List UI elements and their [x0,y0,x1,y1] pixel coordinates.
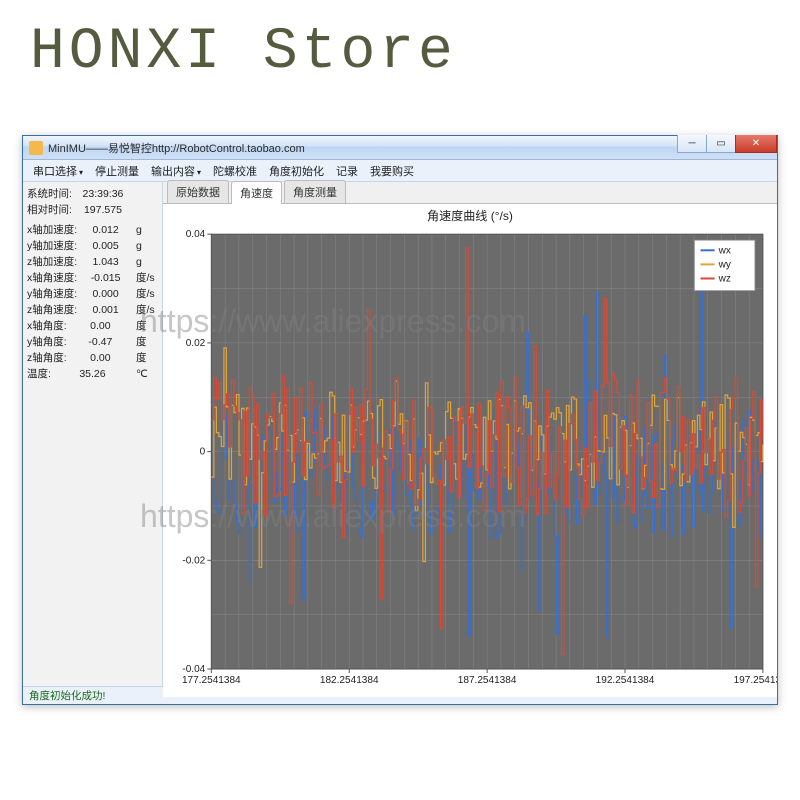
sidebar-value: 35.26 [79,366,105,382]
svg-text:角速度曲线 (°/s): 角速度曲线 (°/s) [427,208,513,223]
sidebar-unit [134,186,158,202]
menu-item[interactable]: 记录 [332,161,362,181]
svg-text:wz: wz [718,274,731,285]
sidebar-value: 23:39:36 [83,186,124,202]
svg-text:182.2541384: 182.2541384 [320,675,379,686]
svg-text:192.2541384: 192.2541384 [596,675,655,686]
sidebar-value: 0.00 [90,318,110,334]
dropdown-arrow-icon: ▾ [197,168,201,177]
sidebar-value: -0.47 [88,334,112,350]
sidebar-value: 0.000 [92,286,118,302]
sidebar-row: y轴角速度: 0.000 度/s [27,286,158,302]
sidebar-label: x轴加速度: [27,222,77,238]
sidebar-value: 1.043 [92,254,118,270]
svg-text:0: 0 [200,447,206,458]
sidebar-row: x轴加速度: 0.012 g [27,222,158,238]
svg-text:-0.02: -0.02 [182,555,205,566]
titlebar[interactable]: MinIMU——易悦智控http://RobotControl.taobao.c… [23,136,777,160]
status-text: 角度初始化成功! [29,690,105,702]
svg-text:0.04: 0.04 [186,229,206,240]
window-controls: ─ ▭ ✕ [678,135,777,153]
sidebar-row: y轴角度: -0.47 度 [27,334,158,350]
sidebar-label: y轴角度: [27,334,67,350]
sidebar-unit [134,202,158,218]
sidebar-row: z轴角度: 0.00 度 [27,350,158,366]
close-button[interactable]: ✕ [735,135,777,153]
tab-strip: 原始数据角速度角度测量 [163,182,777,204]
menu-item[interactable]: 我要购买 [366,161,418,181]
svg-text:197.2541384: 197.2541384 [734,675,777,686]
menu-item[interactable]: 角度初始化 [265,161,328,181]
content-area: 系统时间:23:39:36相对时间:197.575x轴加速度:0.012gy轴加… [23,182,777,686]
sidebar-value: -0.015 [91,270,121,286]
minimize-button[interactable]: ─ [677,135,707,153]
tab[interactable]: 原始数据 [167,180,229,203]
sidebar-label: x轴角度: [27,318,67,334]
dropdown-arrow-icon: ▾ [79,168,83,177]
sidebar-unit: 度 [134,318,158,334]
svg-text:177.2541384: 177.2541384 [182,675,241,686]
menubar: 串口选择▾停止测量输出内容▾陀螺校准角度初始化记录我要购买 [23,160,777,182]
menu-item[interactable]: 输出内容▾ [147,161,205,181]
svg-text:0.02: 0.02 [186,338,206,349]
sidebar-label: x轴角速度: [27,270,77,286]
sidebar-row: z轴加速度: 1.043 g [27,254,158,270]
sidebar-unit: 度/s [134,302,158,318]
sidebar-unit: 度/s [134,270,158,286]
watermark-store: HONXI Store [30,20,457,85]
app-icon [29,141,43,155]
sidebar-value: 0.005 [92,238,118,254]
sidebar-row: 系统时间: 23:39:36 [27,186,158,202]
maximize-button[interactable]: ▭ [706,135,736,153]
sidebar-row: y轴加速度: 0.005 g [27,238,158,254]
sidebar-unit: g [134,222,158,238]
sidebar-label: 相对时间: [27,202,72,218]
menu-item[interactable]: 陀螺校准 [209,161,261,181]
sidebar-unit: ℃ [134,366,158,382]
svg-text:wy: wy [718,259,731,270]
menu-item[interactable]: 串口选择▾ [29,161,87,181]
svg-text:-0.04: -0.04 [182,664,205,675]
sidebar-label: z轴角速度: [27,302,77,318]
sidebar-row: x轴角度: 0.00 度 [27,318,158,334]
sidebar-value: 0.001 [92,302,118,318]
sidebar-label: 系统时间: [27,186,72,202]
sidebar-unit: 度 [134,334,158,350]
sidebar-unit: 度/s [134,286,158,302]
tab[interactable]: 角度测量 [284,180,346,203]
sidebar-label: 温度: [27,366,51,382]
app-window: MinIMU——易悦智控http://RobotControl.taobao.c… [22,135,778,705]
tab[interactable]: 角速度 [231,181,282,204]
sidebar-value: 0.012 [92,222,118,238]
sidebar-panel: 系统时间:23:39:36相对时间:197.575x轴加速度:0.012gy轴加… [23,182,163,686]
sidebar-unit: g [134,254,158,270]
main-area: 原始数据角速度角度测量 角速度曲线 (°/s) 177.2541384 182.25… [163,182,777,686]
sidebar-label: y轴加速度: [27,238,77,254]
sidebar-label: y轴角速度: [27,286,77,302]
sidebar-unit: g [134,238,158,254]
svg-text:wx: wx [718,245,731,256]
chart-container: 角速度曲线 (°/s) 177.2541384 182.2541384 187.254… [163,204,777,697]
window-title: MinIMU——易悦智控http://RobotControl.taobao.c… [48,140,305,156]
sidebar-value: 197.575 [84,202,122,218]
sidebar-value: 0.00 [90,350,110,366]
sidebar-row: z轴角速度: 0.001 度/s [27,302,158,318]
sidebar-row: x轴角速度: -0.015 度/s [27,270,158,286]
angular-velocity-chart: 角速度曲线 (°/s) 177.2541384 182.2541384 187.254… [163,204,777,697]
sidebar-row: 相对时间: 197.575 [27,202,158,218]
sidebar-label: z轴角度: [27,350,67,366]
sidebar-unit: 度 [134,350,158,366]
svg-text:187.2541384: 187.2541384 [458,675,517,686]
sidebar-label: z轴加速度: [27,254,77,270]
menu-item[interactable]: 停止测量 [91,161,143,181]
sidebar-row: 温度: 35.26 ℃ [27,366,158,382]
